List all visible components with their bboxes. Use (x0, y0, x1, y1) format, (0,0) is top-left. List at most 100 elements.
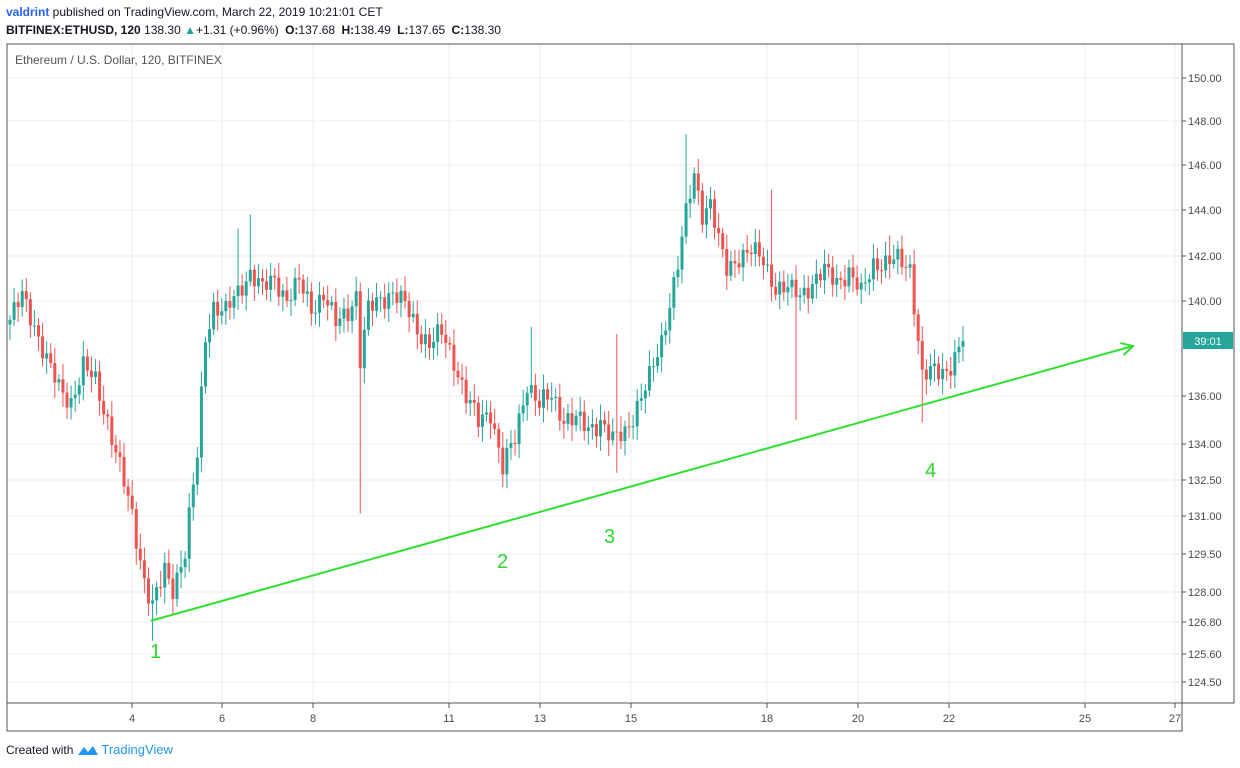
candle-body (309, 291, 313, 314)
candle (318, 281, 322, 327)
candle-body (745, 249, 749, 253)
candle-body (366, 300, 370, 330)
candle (395, 278, 399, 314)
candle-body (708, 199, 712, 209)
candle-body (505, 447, 509, 475)
candle-body (741, 249, 745, 268)
candle-body (167, 562, 171, 579)
candle-body (851, 267, 855, 278)
candle (578, 396, 582, 431)
candle (700, 182, 704, 233)
candle-body (423, 334, 427, 345)
candle-body (419, 334, 423, 345)
candle (334, 288, 338, 342)
candle-body (32, 325, 36, 327)
annotation-1: 1 (150, 641, 161, 663)
candle-body (224, 301, 228, 312)
candle-body (61, 379, 65, 393)
candle (586, 415, 590, 445)
candle (867, 274, 871, 296)
candle (81, 340, 85, 401)
candle-body (85, 356, 89, 371)
candle-body (281, 290, 285, 297)
candle (265, 269, 269, 301)
time-tick-label: 18 (761, 713, 773, 725)
candle (558, 383, 562, 431)
candle-body (554, 396, 558, 398)
candle-body (289, 299, 293, 301)
candle (643, 383, 647, 414)
candle-body (183, 558, 187, 568)
candle (713, 190, 717, 240)
candle (277, 262, 281, 307)
candle-body (216, 301, 220, 316)
candle (171, 563, 175, 616)
price-tick-label: 140.00 (1188, 296, 1222, 308)
candle-body (888, 255, 892, 265)
candle (122, 442, 126, 495)
candle-body (73, 394, 77, 398)
candle (362, 316, 366, 384)
price-tick-label: 125.60 (1188, 649, 1222, 661)
candle-body (908, 264, 912, 268)
candle-body (403, 290, 407, 302)
time-tick-label: 11 (443, 713, 454, 725)
candle (468, 391, 472, 417)
price-tag-label: 39:01 (1194, 336, 1222, 348)
candle-body (668, 307, 672, 331)
candle-body (725, 248, 729, 276)
candle-body (432, 341, 436, 348)
price-tick-label: 128.00 (1188, 587, 1222, 599)
candle (888, 235, 892, 279)
candle-body (529, 384, 533, 393)
candle-body (261, 278, 265, 282)
candle (350, 300, 354, 334)
candle-body (69, 397, 73, 408)
candle (330, 295, 334, 311)
candle-body (831, 267, 835, 285)
candle (45, 341, 49, 374)
candle (798, 287, 802, 311)
candle-body (65, 392, 69, 408)
candle-body (338, 318, 342, 326)
candle-body (232, 296, 236, 308)
candle-body (326, 300, 330, 306)
candle-body (456, 370, 460, 378)
price-tick-label: 148.00 (1188, 116, 1222, 128)
tradingview-brand[interactable]: TradingView (101, 742, 173, 757)
low-value: 137.65 (408, 23, 446, 37)
candle (73, 380, 77, 412)
candle (460, 363, 464, 395)
candle (273, 267, 277, 291)
candle-body (533, 384, 537, 401)
candle-body (916, 314, 920, 342)
candle (456, 361, 460, 385)
candle (53, 347, 57, 398)
candle-body (798, 295, 802, 298)
candle-body (199, 386, 203, 458)
candle (904, 255, 908, 282)
candle-body (753, 242, 757, 255)
candle-body (220, 311, 224, 316)
candle (436, 313, 440, 356)
author-name[interactable]: valdrint (6, 5, 50, 19)
candle (248, 214, 252, 287)
candle (472, 384, 476, 416)
candle (118, 439, 122, 472)
candle (383, 283, 387, 319)
tradingview-logo-icon (78, 745, 99, 755)
candle (375, 282, 379, 318)
candle-body (855, 277, 859, 290)
candle (138, 533, 142, 570)
candle (301, 274, 305, 303)
candle (448, 337, 452, 351)
candle-body (578, 411, 582, 416)
open-value: 137.68 (298, 23, 336, 37)
candle (497, 422, 501, 463)
candle-body (794, 279, 798, 298)
candle-body (203, 342, 207, 387)
candle (208, 314, 212, 358)
candle-body (843, 279, 847, 287)
candle-body (603, 419, 607, 425)
